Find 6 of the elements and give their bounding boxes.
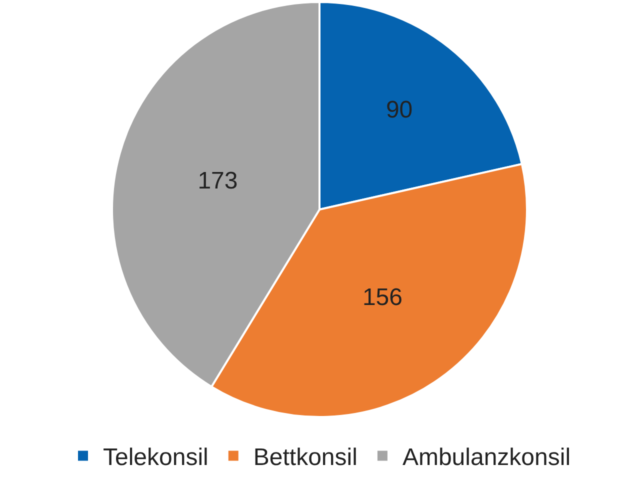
data-label: 90 [386, 96, 413, 124]
data-label: 173 [198, 167, 238, 194]
data-label: 156 [362, 284, 402, 311]
legend-label: Ambulanzkonsil [402, 444, 571, 472]
legend-label: Telekonsil [103, 444, 208, 472]
legend-label: Bettkonsil [253, 444, 358, 472]
